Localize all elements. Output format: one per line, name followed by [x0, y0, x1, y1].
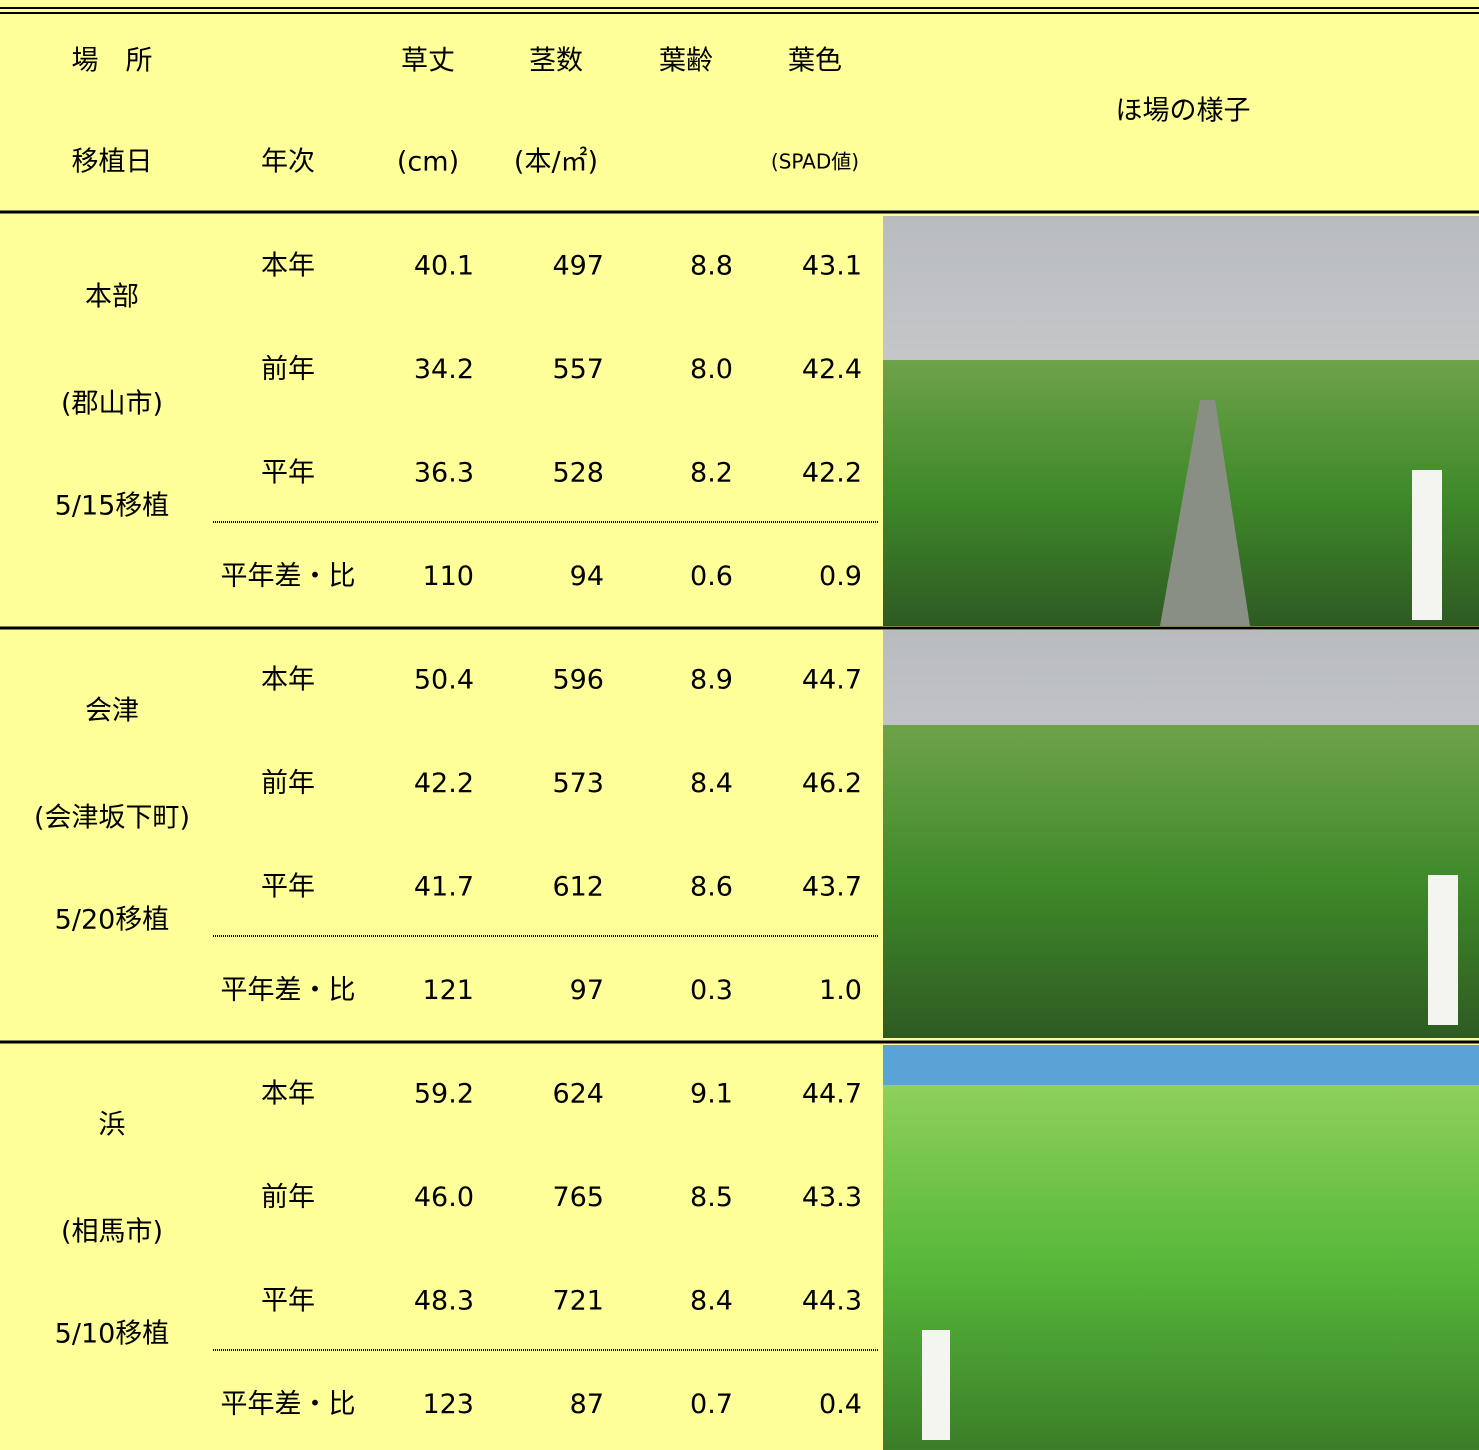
photo	[883, 1045, 1479, 1450]
row-label: 前年	[261, 1182, 315, 1213]
header-unit: (SPAD値)	[771, 150, 859, 174]
header-column: 草丈	[401, 46, 455, 77]
date: 5/20移植	[55, 905, 170, 936]
cell: 94	[570, 561, 604, 592]
row-label: 平年	[261, 872, 315, 903]
cell: 8.6	[690, 872, 733, 903]
cell: 596	[552, 665, 604, 696]
row-label: 前年	[261, 354, 315, 385]
cell: 43.1	[802, 251, 862, 282]
cell: 44.7	[802, 665, 862, 696]
place: 浜	[99, 1110, 126, 1141]
cell: 48.3	[414, 1286, 474, 1317]
cell: 0.3	[690, 975, 733, 1006]
cell: 8.8	[690, 251, 733, 282]
cell: 87	[570, 1389, 604, 1420]
cell: 36.3	[414, 458, 474, 489]
photo	[883, 630, 1479, 1038]
city: (郡山市)	[61, 389, 163, 420]
cell: 41.7	[414, 872, 474, 903]
cell: 121	[422, 975, 474, 1006]
city: (会津坂下町)	[34, 803, 190, 834]
cell: 612	[552, 872, 604, 903]
cell: 497	[552, 251, 604, 282]
cell: 42.4	[802, 354, 862, 385]
cell: 0.4	[819, 1389, 862, 1420]
cell: 721	[552, 1286, 604, 1317]
cell: 50.4	[414, 665, 474, 696]
cell: 624	[552, 1079, 604, 1110]
header-place: 場 所	[72, 46, 153, 77]
header-column: 茎数	[529, 46, 583, 77]
header-unit: (cm)	[397, 147, 459, 178]
cell: 1.0	[819, 975, 862, 1006]
cell: 46.0	[414, 1182, 474, 1213]
cell: 9.1	[690, 1079, 733, 1110]
date: 5/15移植	[55, 491, 170, 522]
cell: 0.7	[690, 1389, 733, 1420]
cell: 765	[552, 1182, 604, 1213]
place: 本部	[85, 282, 139, 313]
row-label: 本年	[261, 1079, 315, 1110]
cell: 42.2	[802, 458, 862, 489]
row-label: 本年	[261, 665, 315, 696]
cell: 59.2	[414, 1079, 474, 1110]
cell: 528	[552, 458, 604, 489]
row-label: 平年差・比	[221, 1389, 356, 1420]
photo	[883, 216, 1479, 626]
row-label: 前年	[261, 768, 315, 799]
cell: 0.6	[690, 561, 733, 592]
cell: 34.2	[414, 354, 474, 385]
cell: 44.3	[802, 1286, 862, 1317]
row-label: 平年差・比	[221, 561, 356, 592]
city: (相馬市)	[61, 1217, 163, 1248]
cell: 8.0	[690, 354, 733, 385]
row-label: 平年	[261, 1286, 315, 1317]
cell: 42.2	[414, 768, 474, 799]
cell: 8.4	[690, 768, 733, 799]
cell: 43.7	[802, 872, 862, 903]
row-label: 本年	[261, 251, 315, 282]
cell: 110	[422, 561, 474, 592]
cell: 8.2	[690, 458, 733, 489]
header-column: 葉齢	[659, 46, 713, 77]
date: 5/10移植	[55, 1319, 170, 1350]
cell: 8.4	[690, 1286, 733, 1317]
header-view: ほ場の様子	[1116, 96, 1251, 127]
cell: 123	[422, 1389, 474, 1420]
place: 会津	[85, 696, 139, 727]
cell: 8.5	[690, 1182, 733, 1213]
cell: 97	[570, 975, 604, 1006]
cell: 573	[552, 768, 604, 799]
cell: 44.7	[802, 1079, 862, 1110]
cell: 43.3	[802, 1182, 862, 1213]
header-unit: (本/㎡)	[514, 147, 598, 178]
header-column: 葉色	[788, 46, 842, 77]
header-year: 年次	[261, 147, 315, 178]
header-date: 移植日	[72, 147, 153, 178]
cell: 40.1	[414, 251, 474, 282]
row-label: 平年差・比	[221, 975, 356, 1006]
row-label: 平年	[261, 458, 315, 489]
cell: 557	[552, 354, 604, 385]
cell: 8.9	[690, 665, 733, 696]
cell: 0.9	[819, 561, 862, 592]
cell: 46.2	[802, 768, 862, 799]
